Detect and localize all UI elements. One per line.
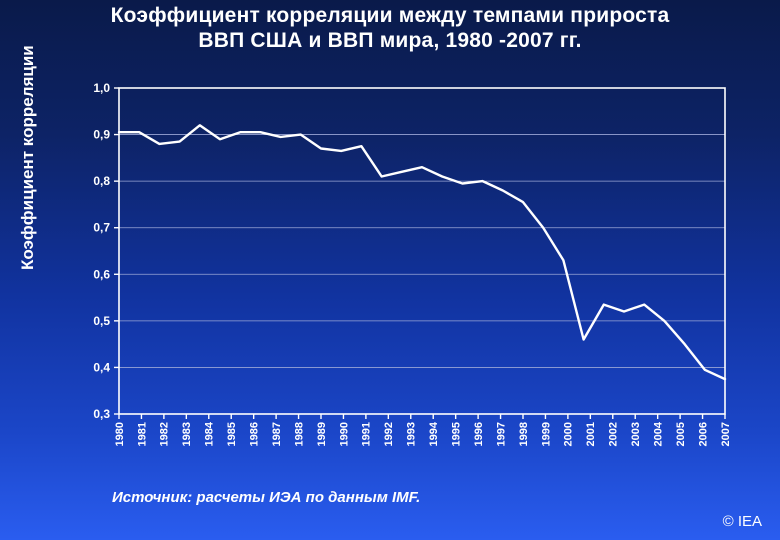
correlation-line-chart: 0,3 0,4 0,5 0,6 0,7 0,8 0,9 1,0 1980 1981 1982 1983… bbox=[75, 80, 735, 460]
svg-text:0,7: 0,7 bbox=[93, 221, 110, 235]
svg-text:2007: 2007 bbox=[720, 422, 732, 446]
svg-text:1983: 1983 bbox=[181, 422, 193, 446]
svg-text:1989: 1989 bbox=[316, 422, 328, 446]
svg-text:1980: 1980 bbox=[114, 422, 126, 446]
svg-text:1990: 1990 bbox=[338, 422, 350, 446]
svg-text:2004: 2004 bbox=[653, 421, 665, 446]
chart-container: 0,3 0,4 0,5 0,6 0,7 0,8 0,9 1,0 1980 1981 1982 1983… bbox=[75, 80, 735, 460]
svg-text:2003: 2003 bbox=[630, 422, 642, 446]
slide-root: Коэффициент корреляции между темпами при… bbox=[0, 0, 780, 540]
svg-text:1994: 1994 bbox=[428, 421, 440, 446]
svg-text:0,5: 0,5 bbox=[93, 314, 110, 328]
svg-text:1984: 1984 bbox=[204, 421, 216, 446]
svg-text:2006: 2006 bbox=[697, 422, 709, 446]
svg-text:1,0: 1,0 bbox=[93, 81, 110, 95]
svg-text:1981: 1981 bbox=[136, 422, 148, 446]
svg-text:0,9: 0,9 bbox=[93, 128, 110, 142]
title-line-1: Коэффициент корреляции между темпами при… bbox=[111, 4, 670, 27]
copyright-label: © IEA bbox=[723, 513, 762, 530]
svg-text:1997: 1997 bbox=[495, 422, 507, 446]
svg-text:1988: 1988 bbox=[293, 422, 305, 446]
svg-text:0,4: 0,4 bbox=[93, 360, 110, 374]
title-line-2: ВВП США и ВВП мира, 1980 -2007 гг. bbox=[198, 29, 581, 52]
svg-text:2000: 2000 bbox=[563, 422, 575, 446]
svg-text:2002: 2002 bbox=[608, 422, 620, 446]
svg-text:0,3: 0,3 bbox=[93, 407, 110, 421]
svg-text:1996: 1996 bbox=[473, 422, 485, 446]
svg-text:2005: 2005 bbox=[675, 422, 687, 446]
svg-text:1995: 1995 bbox=[451, 422, 463, 446]
svg-text:0,6: 0,6 bbox=[93, 267, 110, 281]
svg-text:1993: 1993 bbox=[406, 422, 418, 446]
y-axis-label: Коэффициент корреляции bbox=[18, 45, 38, 270]
svg-text:1998: 1998 bbox=[518, 422, 530, 446]
svg-text:1999: 1999 bbox=[540, 422, 552, 446]
svg-text:1982: 1982 bbox=[159, 422, 171, 446]
svg-text:1987: 1987 bbox=[271, 422, 283, 446]
svg-text:2001: 2001 bbox=[585, 422, 597, 446]
source-note: Источник: расчеты ИЭА по данным IMF. bbox=[112, 489, 420, 506]
svg-text:1985: 1985 bbox=[226, 422, 238, 446]
slide-title: Коэффициент корреляции между темпами при… bbox=[0, 4, 780, 54]
svg-text:1992: 1992 bbox=[383, 422, 395, 446]
svg-text:1986: 1986 bbox=[249, 422, 261, 446]
svg-text:1991: 1991 bbox=[361, 422, 373, 446]
svg-text:0,8: 0,8 bbox=[93, 174, 110, 188]
